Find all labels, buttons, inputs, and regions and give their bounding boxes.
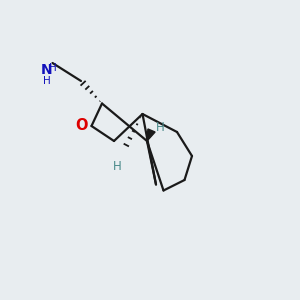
Text: H: H	[49, 63, 57, 73]
Text: H: H	[112, 160, 122, 173]
Text: N: N	[41, 63, 52, 77]
Text: H: H	[156, 121, 165, 134]
Text: O: O	[75, 118, 87, 134]
Polygon shape	[147, 129, 155, 141]
Text: H: H	[43, 76, 51, 86]
